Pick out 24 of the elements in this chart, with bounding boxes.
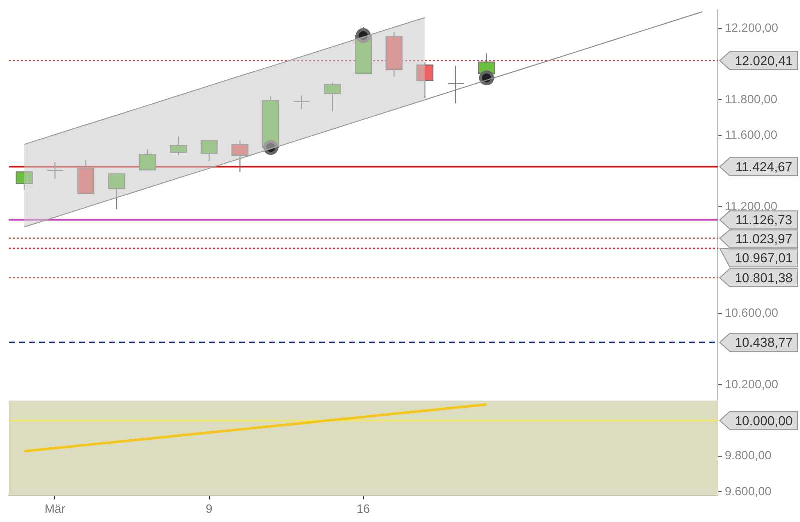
y-tick-label: 10.200,00 [725,377,779,392]
ref-line-label: 11.424,67 [736,160,792,175]
candlestick [447,66,464,104]
y-tick-label: 11.200,00 [725,199,778,214]
y-tick-label: 9.800,00 [725,448,772,463]
ref-line-label: 10.000,00 [735,413,793,428]
ref-line-label: 10.438,77 [735,335,793,350]
x-tick-label: 9 [206,502,214,516]
candlestick [46,162,64,180]
y-tick-label: 11.800,00 [725,92,778,106]
candlestick [416,62,434,100]
ref-line-label: 10.967,01 [735,250,793,266]
ref-line-label: 11.126,73 [736,212,792,228]
ref-line-label: 11.023,97 [736,232,792,247]
ref-line-label: 12.020,41 [735,53,793,68]
y-tick-label: 9.600,00 [725,484,772,498]
x-tick-label: 16 [356,502,370,516]
point [479,70,494,86]
y-tick-label: 12.200,00 [725,21,779,36]
x-tick-label: Mär [44,502,66,516]
ref-line-label: 10.801,38 [735,270,793,286]
y-tick-label: 11.600,00 [725,128,778,142]
y-tick-label: 10.600,00 [725,306,779,320]
candlestick [293,95,310,110]
